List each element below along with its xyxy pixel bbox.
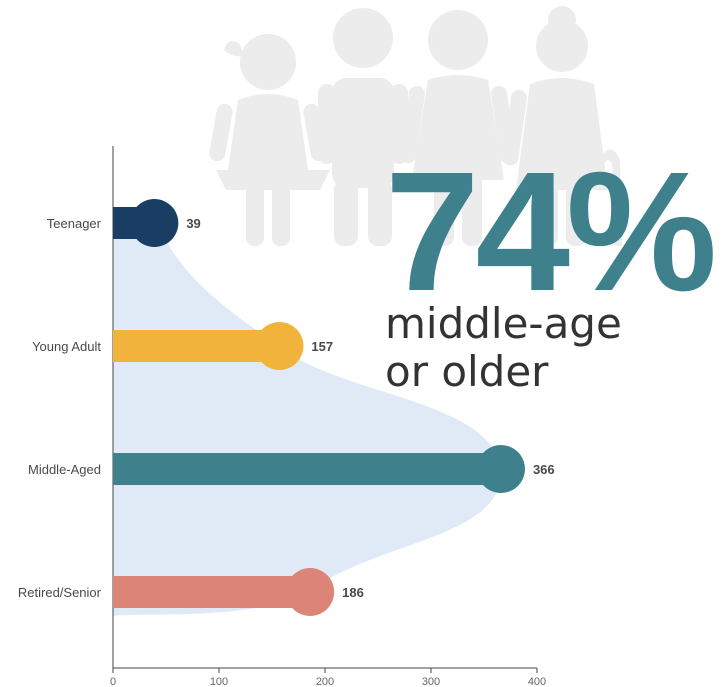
x-tick-label: 300 [422,676,440,687]
bar-middle-aged [113,453,501,485]
x-tick-label: 400 [528,676,546,687]
bars-group: Teenager 39 Young Adult 157 Middle-Aged 366 Re… [18,199,555,616]
x-tick-label: 100 [210,676,228,687]
bar-young-adult [113,330,280,362]
x-tick-label: 200 [316,676,334,687]
distribution-area [113,207,502,616]
family-silhouette-icon [209,6,622,246]
category-label: Middle-Aged [28,462,101,477]
bar-end-dot [255,322,304,370]
bar-end-dot [286,568,335,616]
bar-end-dot [130,199,179,247]
category-label: Young Adult [32,339,101,354]
category-label: Teenager [47,216,102,231]
callout-line-1: middle-age [385,299,622,348]
x-tick-label: 0 [110,676,116,687]
value-label: 39 [186,216,200,231]
value-label: 157 [311,339,333,354]
bar-end-dot [476,445,525,493]
bar-retired-senior [113,576,311,608]
x-axis-ticks: 0 100 200 300 400 [110,668,546,687]
value-label: 186 [342,585,364,600]
category-label: Retired/Senior [18,585,102,600]
callout-line-2: or older [385,347,549,396]
value-label: 366 [533,462,555,477]
callout-percent: 74% [385,137,713,327]
